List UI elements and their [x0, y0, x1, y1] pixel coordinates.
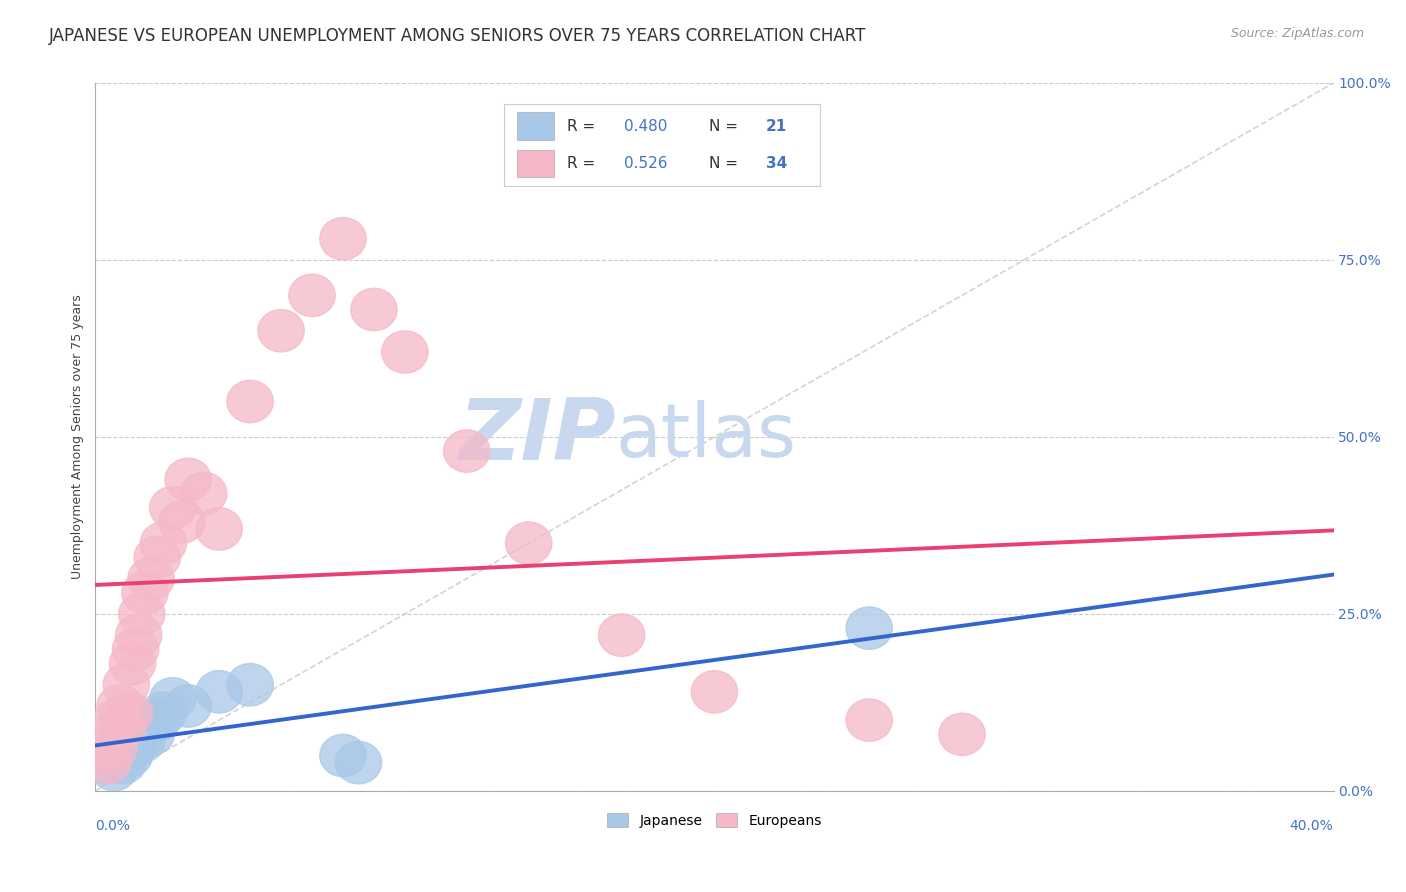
Ellipse shape: [350, 288, 396, 331]
Ellipse shape: [122, 572, 169, 614]
Ellipse shape: [159, 500, 205, 543]
Ellipse shape: [319, 734, 366, 777]
Ellipse shape: [82, 734, 128, 777]
Ellipse shape: [939, 713, 986, 756]
Ellipse shape: [82, 741, 128, 784]
Ellipse shape: [226, 380, 273, 423]
Text: 0.0%: 0.0%: [96, 819, 131, 833]
Ellipse shape: [118, 592, 165, 635]
Ellipse shape: [134, 699, 180, 741]
Ellipse shape: [84, 741, 131, 784]
Text: ZIP: ZIP: [458, 395, 616, 478]
Ellipse shape: [846, 607, 893, 649]
Ellipse shape: [846, 699, 893, 741]
Ellipse shape: [195, 508, 242, 550]
Ellipse shape: [288, 274, 335, 317]
Ellipse shape: [110, 642, 156, 685]
Text: atlas: atlas: [616, 401, 796, 474]
Ellipse shape: [91, 727, 138, 770]
Ellipse shape: [100, 741, 146, 784]
Ellipse shape: [599, 614, 645, 657]
Ellipse shape: [692, 671, 738, 713]
Ellipse shape: [443, 430, 491, 473]
Ellipse shape: [97, 727, 143, 770]
Ellipse shape: [91, 748, 138, 791]
Ellipse shape: [141, 692, 187, 734]
Ellipse shape: [107, 692, 153, 734]
Ellipse shape: [180, 473, 226, 515]
Y-axis label: Unemployment Among Seniors over 75 years: Unemployment Among Seniors over 75 years: [72, 294, 84, 579]
Ellipse shape: [103, 720, 149, 763]
Ellipse shape: [165, 458, 211, 500]
Ellipse shape: [257, 310, 304, 352]
Ellipse shape: [506, 522, 553, 565]
Ellipse shape: [319, 218, 366, 260]
Ellipse shape: [107, 734, 153, 777]
Ellipse shape: [195, 671, 242, 713]
Ellipse shape: [115, 713, 162, 756]
Ellipse shape: [128, 558, 174, 599]
Ellipse shape: [141, 522, 187, 565]
Ellipse shape: [118, 720, 165, 763]
Ellipse shape: [149, 678, 195, 720]
Ellipse shape: [149, 486, 195, 529]
Text: JAPANESE VS EUROPEAN UNEMPLOYMENT AMONG SENIORS OVER 75 YEARS CORRELATION CHART: JAPANESE VS EUROPEAN UNEMPLOYMENT AMONG …: [49, 27, 866, 45]
Ellipse shape: [100, 706, 146, 748]
Ellipse shape: [122, 706, 169, 748]
Ellipse shape: [103, 664, 149, 706]
Ellipse shape: [94, 699, 141, 741]
Ellipse shape: [110, 727, 156, 770]
Ellipse shape: [226, 664, 273, 706]
Ellipse shape: [335, 741, 381, 784]
Ellipse shape: [87, 734, 134, 777]
Ellipse shape: [128, 713, 174, 756]
Ellipse shape: [112, 628, 159, 671]
Text: 40.0%: 40.0%: [1289, 819, 1333, 833]
Legend: Japanese, Europeans: Japanese, Europeans: [602, 807, 827, 833]
Ellipse shape: [165, 685, 211, 727]
Text: Source: ZipAtlas.com: Source: ZipAtlas.com: [1230, 27, 1364, 40]
Ellipse shape: [97, 685, 143, 727]
Ellipse shape: [134, 536, 180, 579]
Ellipse shape: [115, 614, 162, 657]
Ellipse shape: [381, 331, 427, 373]
Ellipse shape: [87, 713, 134, 756]
